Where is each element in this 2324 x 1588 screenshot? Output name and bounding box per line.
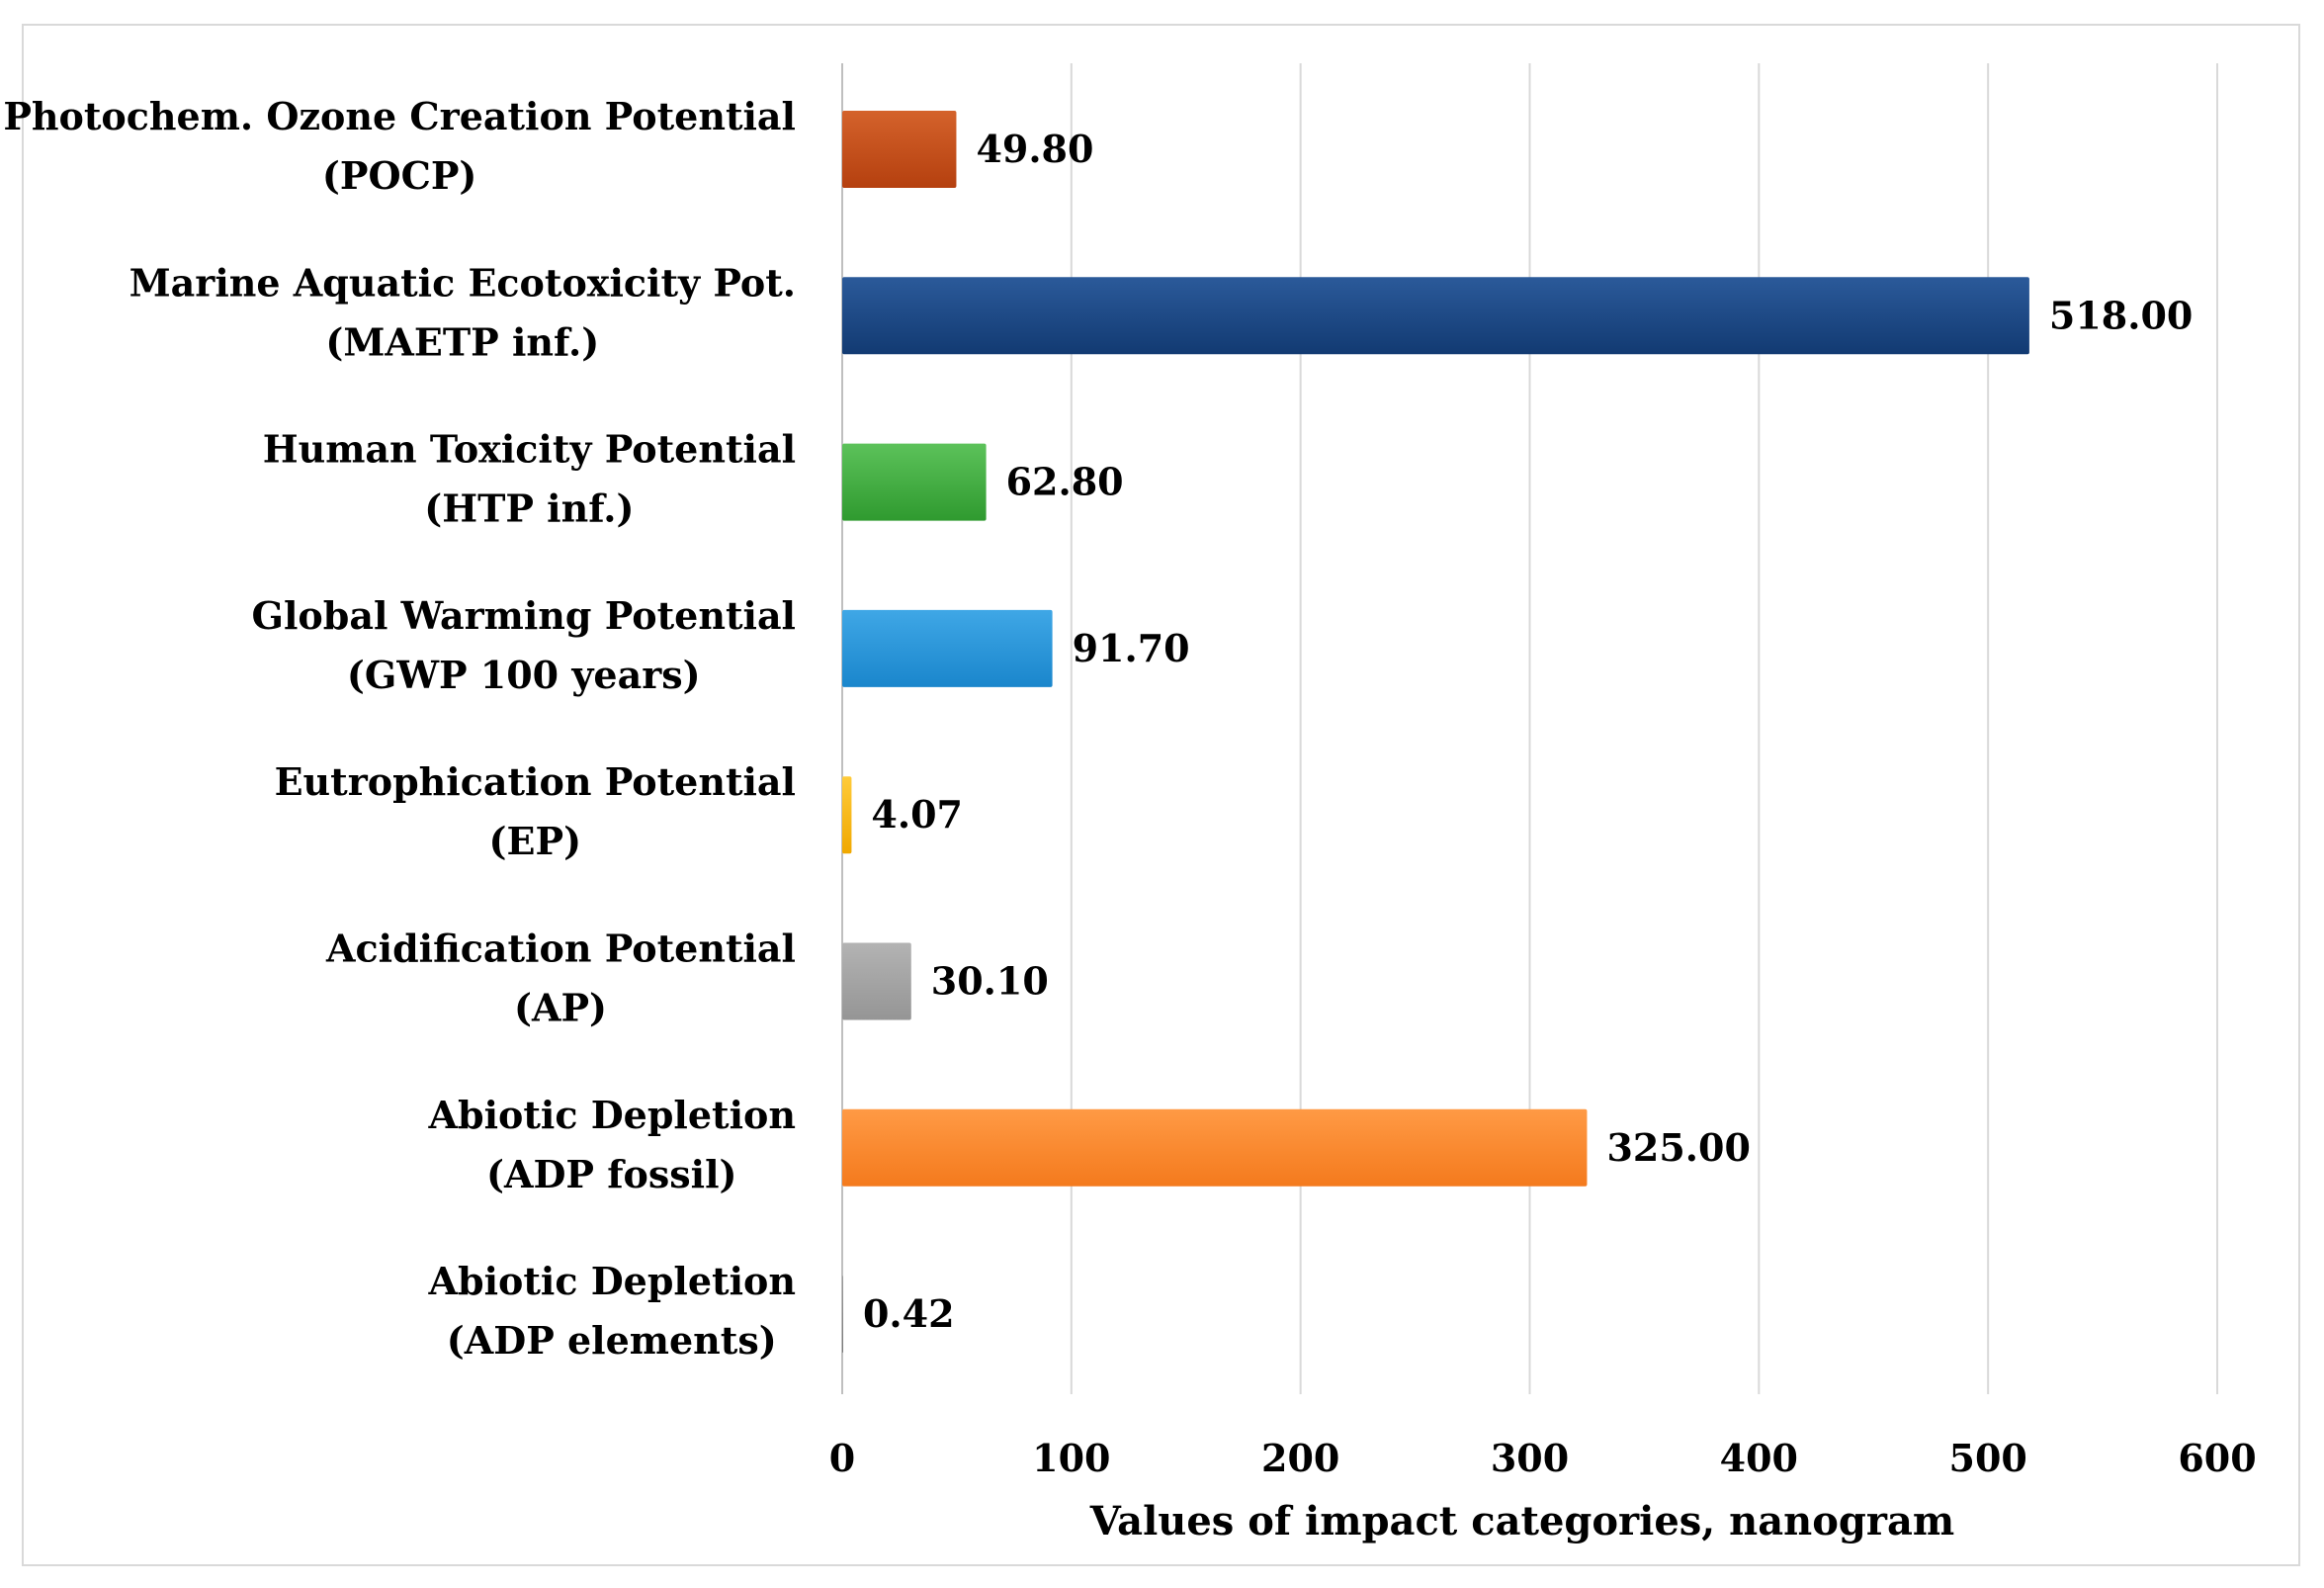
bars [842, 111, 2029, 1354]
value-label-5: 30.10 [931, 959, 1049, 1004]
category-label-line2-5: (AP) [514, 986, 607, 1030]
category-label-line1-2: Human Toxicity Potential [263, 427, 796, 472]
category-label-line1-3: Global Warming Potential [252, 593, 796, 638]
gridlines [841, 63, 2218, 1394]
bar-1 [842, 277, 2029, 355]
category-label-line2-1: (MAETP inf.) [325, 319, 599, 364]
bar-6 [842, 1108, 1588, 1187]
x-axis-title: Values of impact categories, nanogram [1089, 1498, 1954, 1544]
category-label-line2-7: (ADP elements) [447, 1318, 777, 1363]
category-label-line1-7: Abiotic Depletion [428, 1259, 796, 1303]
x-tick-label-0: 0 [829, 1436, 855, 1480]
labels: 0 100 200 300 400 500 600 49.80 Photochem. Ozone… [3, 94, 2256, 1480]
value-label-0: 49.80 [976, 127, 1093, 171]
value-label-6: 325.00 [1606, 1125, 1750, 1170]
category-label-line1-6: Abiotic Depletion [428, 1093, 796, 1137]
category-label-line1-5: Acidification Potential [325, 926, 796, 971]
category-label-line1-4: Eutrophication Potential [275, 759, 796, 804]
x-tick-label-300: 300 [1491, 1436, 1569, 1480]
value-label-2: 62.80 [1006, 460, 1124, 504]
x-tick-label-100: 100 [1032, 1436, 1110, 1480]
bar-0 [842, 111, 957, 188]
x-tick-label-400: 400 [1720, 1436, 1798, 1480]
x-tick-label-200: 200 [1261, 1436, 1339, 1480]
x-tick-label-600: 600 [2178, 1436, 2256, 1480]
category-label-line2-6: (ADP fossil) [486, 1152, 737, 1196]
bar-2 [842, 443, 987, 521]
value-label-3: 91.70 [1073, 626, 1190, 670]
bar-3 [842, 609, 1053, 687]
category-label-line2-3: (GWP 100 years) [347, 653, 701, 697]
value-label-7: 0.42 [863, 1291, 955, 1336]
bar-7 [842, 1276, 843, 1354]
bar-5 [842, 942, 911, 1020]
x-tick-label-500: 500 [1949, 1436, 2027, 1480]
category-label-line1-0: Photochem. Ozone Creation Potential [3, 94, 796, 138]
bar-4 [842, 776, 852, 854]
category-label-line2-4: (EP) [489, 819, 582, 863]
category-label-line2-2: (HTP inf.) [424, 486, 634, 531]
category-label-line1-1: Marine Aquatic Ecotoxicity Pot. [129, 260, 796, 305]
value-label-1: 518.00 [2049, 293, 2193, 337]
category-label-line2-0: (POCP) [322, 153, 476, 198]
value-label-4: 4.07 [871, 792, 963, 837]
